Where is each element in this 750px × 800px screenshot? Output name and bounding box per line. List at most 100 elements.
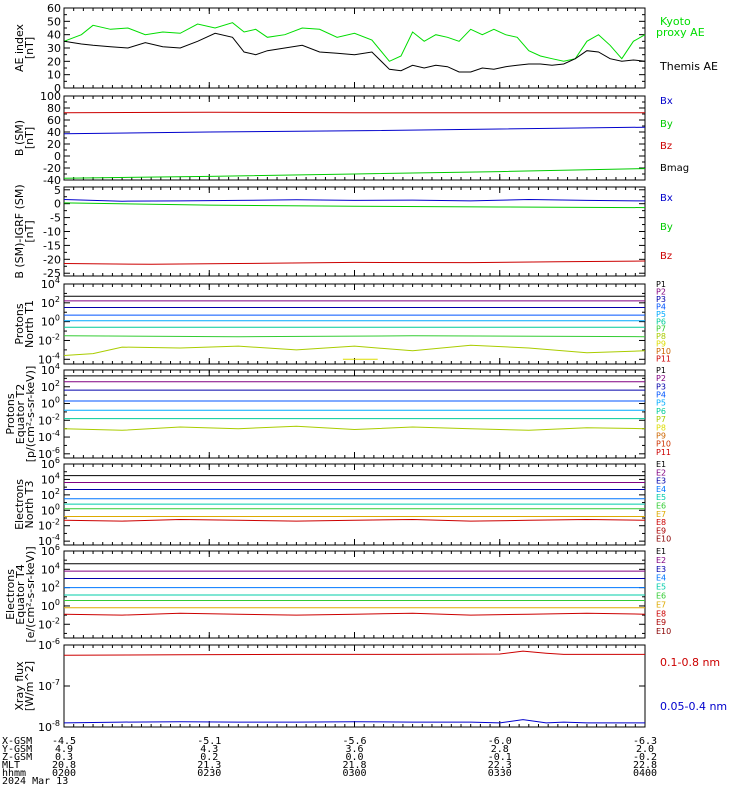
legend-entry: P6 <box>656 407 666 416</box>
time-row-value: 0.2 <box>200 752 218 763</box>
series-line-e8 <box>63 518 646 522</box>
y-tick-label: 100 <box>41 396 60 411</box>
legend-entry: E4 <box>656 574 666 583</box>
y-tick-label: -20 <box>43 162 61 175</box>
panel-5 <box>63 369 646 459</box>
legend-entry: E4 <box>656 485 666 494</box>
y-axis-label: Protons <box>4 393 17 434</box>
legend-entry: P11 <box>656 355 671 364</box>
series-line-bz <box>63 111 645 114</box>
time-row-value: 0.0 <box>345 752 363 763</box>
legend-kyoto-line2: proxy AE <box>656 26 705 39</box>
panel-3 <box>63 186 646 277</box>
legend-entry: E6 <box>656 502 666 511</box>
panel-2 <box>63 95 646 181</box>
y-tick-label: 104 <box>41 561 60 576</box>
y-axis-label: Electrons <box>13 479 26 530</box>
legend-entry: P4 <box>656 391 666 400</box>
y-tick-label: 104 <box>41 471 60 486</box>
y-axis-label: North T1 <box>23 300 36 348</box>
y-tick-label: -20 <box>43 253 61 266</box>
y-tick-label: 10-4 <box>38 533 60 548</box>
time-row-value: 4.3 <box>200 744 218 755</box>
time-row-value: 0200 <box>52 768 76 779</box>
y-tick-label: 10-4 <box>38 351 60 366</box>
y-tick-label: 100 <box>41 314 60 329</box>
y-tick-label: -40 <box>43 174 61 187</box>
y-tick-label: 100 <box>41 502 60 517</box>
y-tick-label: 102 <box>41 379 60 394</box>
series-line-bz <box>63 260 646 265</box>
y-tick-label: 10-4 <box>38 429 60 444</box>
time-row-value: 4.9 <box>55 744 73 755</box>
y-tick-label: 20 <box>47 138 61 151</box>
panel-frame <box>63 7 646 89</box>
time-row-value: 22.8 <box>633 760 657 771</box>
series-line-by <box>63 168 646 179</box>
legend-entry: P7 <box>656 325 666 334</box>
y-tick-label: -25 <box>43 267 61 280</box>
legend-entry: P10 <box>656 347 671 356</box>
y-tick-label: 10-6 <box>38 446 60 461</box>
legend-entry: P5 <box>656 399 666 408</box>
time-row-value: 21.8 <box>342 760 366 771</box>
legend-entry: E6 <box>656 592 666 601</box>
legend-entry: P1 <box>656 280 666 289</box>
series-line-kyoto-proxy-ae <box>63 22 646 62</box>
y-tick-label: 10-2 <box>38 616 60 631</box>
time-row-label: MLT <box>2 760 20 771</box>
time-row-value: -0.1 <box>488 752 512 763</box>
y-tick-label: 0 <box>54 82 61 95</box>
series-line-p7 <box>63 425 646 431</box>
y-tick-label: 10-2 <box>38 412 60 427</box>
legend-entry: P9 <box>656 340 666 349</box>
legend-entry: Bz <box>660 141 672 152</box>
y-axis-label: Equator T4 <box>14 564 27 624</box>
y-tick-label: 50 <box>47 15 61 28</box>
y-tick-label: 10-2 <box>38 332 60 347</box>
time-row-value: -4.5 <box>52 736 76 747</box>
series-line-e8 <box>63 612 646 616</box>
legend-themis: Themis AE <box>659 60 718 73</box>
y-tick-label: 10-7 <box>38 678 60 693</box>
time-row-value: 2.0 <box>636 744 654 755</box>
time-row-label: hhmm <box>2 768 26 779</box>
time-row-label: Y-GSM <box>2 744 32 755</box>
time-row-value: -6.0 <box>488 736 512 747</box>
legend-entry: Bx <box>660 193 673 204</box>
y-tick-label: 104 <box>41 276 60 291</box>
legend-entry: P10 <box>656 440 671 449</box>
legend-entry: 0.1-0.8 nm <box>660 656 720 669</box>
y-tick-label: -10 <box>43 226 61 239</box>
y-tick-label: 102 <box>41 580 60 595</box>
y-tick-label: 0 <box>54 198 61 211</box>
date-label: 2024 Mar 13 <box>2 776 68 787</box>
y-axis-label: B (SM) <box>13 120 26 156</box>
legend-entry: P1 <box>656 366 666 375</box>
y-axis-label: [e/(cm²-s-sr-keV)] <box>24 546 37 642</box>
time-row-value: -0.2 <box>633 752 657 763</box>
legend-entry: E5 <box>656 493 666 502</box>
y-axis-label: [p/(cm²-s-sr-keV)] <box>24 366 37 463</box>
panel-7 <box>63 550 646 639</box>
legend-entry: E5 <box>656 583 666 592</box>
legend-entry: P5 <box>656 310 666 319</box>
legend-entry: P2 <box>656 374 666 383</box>
legend-entry: E2 <box>656 468 666 477</box>
series-line-p7 <box>63 335 646 338</box>
time-row-value: 0300 <box>342 768 366 779</box>
legend-entry: P8 <box>656 423 666 432</box>
y-axis-label: [nT] <box>23 127 36 149</box>
y-axis-label: North T3 <box>23 481 36 529</box>
legend-entry: Bmag <box>660 163 689 174</box>
legend-kyoto-line1: Kyoto <box>660 15 691 28</box>
time-row-value: 3.6 <box>345 744 363 755</box>
time-row-value: -5.6 <box>342 736 366 747</box>
time-row-value: 21.3 <box>197 760 221 771</box>
time-row-label: Z-GSM <box>2 752 32 763</box>
legend-entry: By <box>660 222 673 233</box>
legend-entry: P8 <box>656 332 666 341</box>
legend-entry: E3 <box>656 477 666 486</box>
y-tick-label: 10-2 <box>38 518 60 533</box>
y-tick-label: 40 <box>47 29 61 42</box>
